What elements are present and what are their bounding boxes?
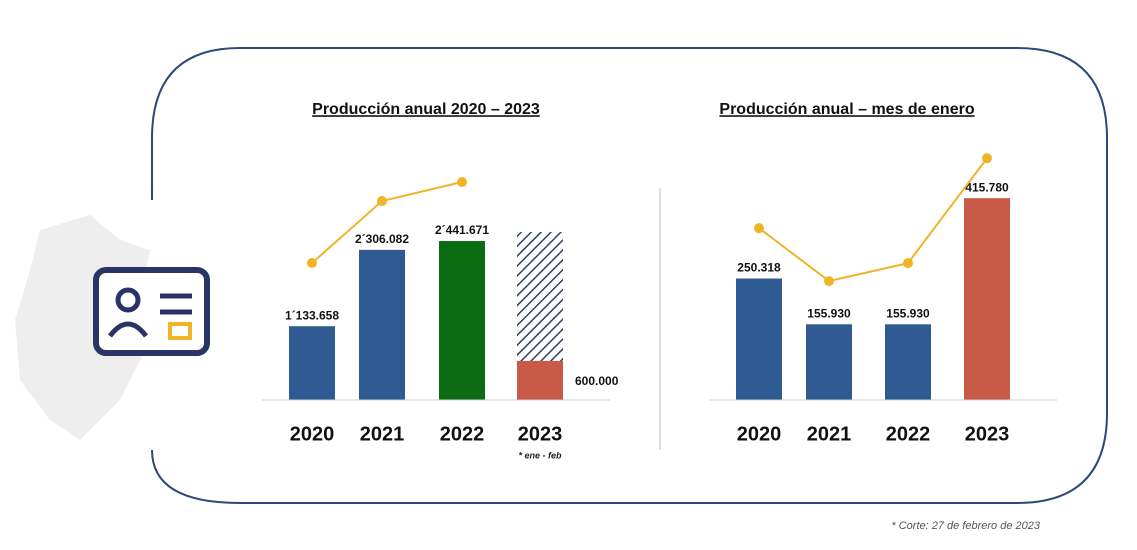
value-label: 155.930 bbox=[807, 306, 851, 320]
bar bbox=[517, 360, 563, 400]
x-tick-label: 2020 bbox=[737, 423, 782, 445]
bar bbox=[885, 324, 931, 400]
x-tick-label: 2023 bbox=[518, 423, 563, 445]
annotation: * ene - feb bbox=[518, 450, 562, 460]
trend-point bbox=[307, 258, 317, 269]
value-label: 415.780 bbox=[965, 180, 1009, 194]
value-label: 2´441.671 bbox=[435, 223, 489, 237]
trend-point bbox=[824, 276, 834, 287]
bar bbox=[359, 249, 405, 400]
trend-point bbox=[903, 258, 913, 269]
value-label: 155.930 bbox=[886, 306, 930, 320]
bar bbox=[736, 278, 782, 400]
trend-point bbox=[377, 196, 387, 207]
id-card-icon bbox=[93, 267, 210, 356]
frame bbox=[151, 47, 1108, 504]
x-tick-label: 2022 bbox=[440, 423, 485, 445]
chart-title: Producción anual 2020 – 2023 bbox=[312, 101, 540, 118]
x-tick-label: 2021 bbox=[807, 423, 852, 445]
x-tick-label: 2021 bbox=[360, 423, 405, 445]
bar bbox=[806, 324, 852, 400]
value-label: 600.000 bbox=[575, 374, 619, 388]
bar bbox=[289, 326, 335, 400]
value-label: 1´133.658 bbox=[285, 308, 339, 322]
footnote: * Corte: 27 de febrero de 2023 bbox=[891, 520, 1040, 532]
x-tick-label: 2023 bbox=[965, 423, 1010, 445]
trend-line bbox=[758, 157, 988, 283]
bar bbox=[964, 198, 1010, 400]
x-tick-label: 2022 bbox=[886, 423, 931, 445]
value-label: 2´306.082 bbox=[355, 232, 409, 246]
trend-point bbox=[982, 153, 992, 164]
bar bbox=[439, 241, 485, 400]
chart-title: Producción anual – mes de enero bbox=[719, 101, 974, 118]
trend-point bbox=[457, 177, 467, 188]
trend-point bbox=[754, 223, 764, 234]
value-label: 250.318 bbox=[737, 261, 781, 275]
x-tick-label: 2020 bbox=[290, 423, 335, 445]
